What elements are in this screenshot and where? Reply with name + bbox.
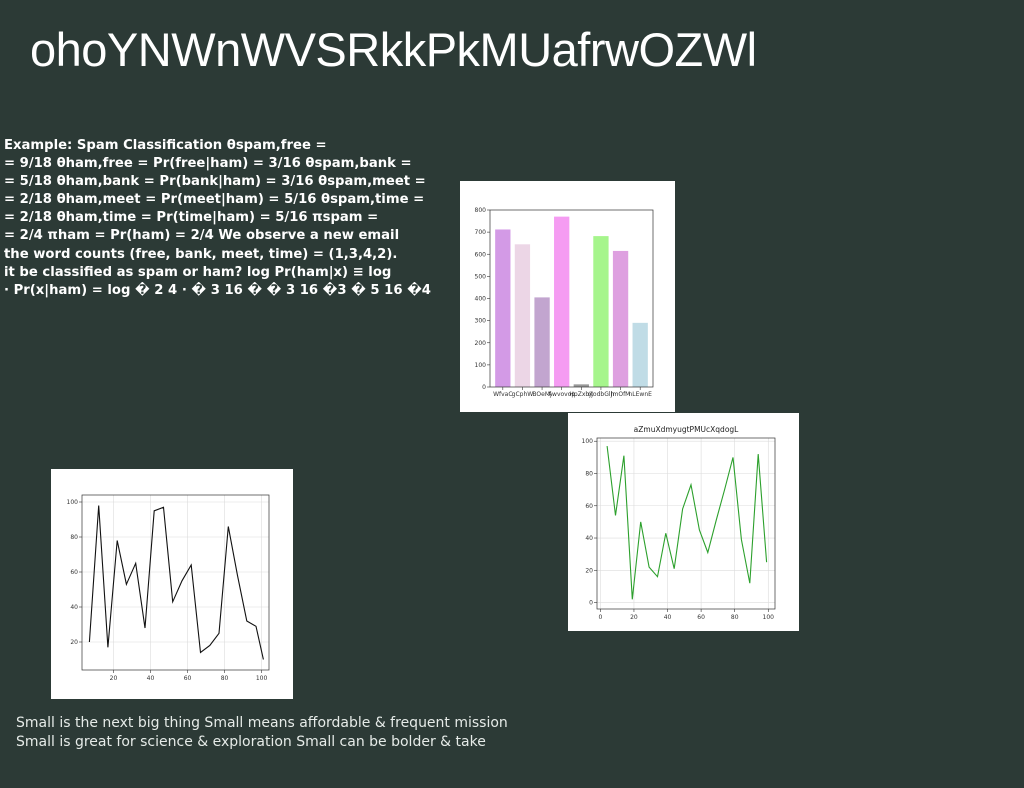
x-tick-label: 40 xyxy=(664,614,672,621)
math-line: · Pr(x|ham) = log � 2 4 · � 3 16 � � 3 1… xyxy=(4,282,431,298)
math-line: = 5/18 θham,bank = Pr(bank|ham) = 3/16 θ… xyxy=(4,174,426,190)
y-tick-label: 20 xyxy=(70,639,78,646)
math-line: = 9/18 θham,free = Pr(free|ham) = 3/16 θ… xyxy=(4,156,412,172)
plot-frame xyxy=(596,437,776,610)
math-line: = 2/18 θham,meet = Pr(meet|ham) = 5/16 θ… xyxy=(4,192,425,208)
black-series-line xyxy=(88,505,264,660)
bar xyxy=(612,250,629,387)
y-tick-label: 200 xyxy=(475,340,487,347)
y-tick-label: 40 xyxy=(585,535,593,542)
y-tick-label: 700 xyxy=(475,229,487,236)
chart-title: aZmuXdmyugtPMUcXqdogL xyxy=(634,425,740,434)
y-tick-label: 500 xyxy=(475,273,487,280)
green-line-chart-panel: 0 20 40 60 80 100 0 20 40 60 80 100 aZmuXdmyugtPMUcX… xyxy=(568,413,799,631)
tagline-line: Small is the next big thing Small means … xyxy=(16,715,508,731)
math-line: it be classified as spam or ham? log Pr(… xyxy=(4,264,392,280)
y-tick-label: 400 xyxy=(475,296,487,303)
x-tick-label: 60 xyxy=(697,614,705,621)
y-tick-label: 0 xyxy=(482,384,486,391)
x-tick-label: 40 xyxy=(147,675,155,682)
bar xyxy=(554,216,570,387)
bar-chart-panel: 0 100 200 300 400 500 600 700 800 WfvaC gCphW BOeMj… xyxy=(460,181,675,412)
x-tick-label: 100 xyxy=(763,614,775,621)
x-tick-label: 100 xyxy=(256,675,268,682)
x-tick-label: 0 xyxy=(598,614,602,621)
math-line: = 2/18 θham,time = Pr(time|ham) = 5/16 π… xyxy=(4,210,379,226)
y-tick-label: 60 xyxy=(70,569,78,576)
bar xyxy=(593,236,609,387)
x-tick-label: ojodbGlh xyxy=(588,391,615,398)
x-tick-label: 20 xyxy=(630,614,638,621)
x-tick-label: 80 xyxy=(731,614,739,621)
bar xyxy=(632,322,648,387)
bar-chart: 0 100 200 300 400 500 600 700 800 WfvaC gCphW BOeMj… xyxy=(475,207,654,398)
y-tick-label: 100 xyxy=(475,362,487,369)
x-tick-label: BOeMj xyxy=(532,391,552,398)
x-tick-label: nLEwnE xyxy=(628,391,652,398)
x-tick-label: 20 xyxy=(110,675,118,682)
y-tick-label: 20 xyxy=(585,567,593,574)
x-tick-label: WfvaC xyxy=(493,391,512,398)
y-tick-label: 80 xyxy=(585,470,593,477)
math-text-block: Example: Spam Classification θspam,free … xyxy=(4,137,454,300)
bar xyxy=(495,229,511,387)
math-line: Example: Spam Classification θspam,free … xyxy=(4,138,327,153)
x-tick-label: 60 xyxy=(184,675,192,682)
y-tick-label: 0 xyxy=(589,600,593,607)
y-tick-label: 60 xyxy=(585,503,593,510)
black-line-chart: 20 40 60 80 100 20 40 60 80 100 xyxy=(67,494,270,682)
y-tick-label: 800 xyxy=(475,207,487,214)
x-tick-label: 80 xyxy=(221,675,229,682)
plot-frame xyxy=(81,494,270,671)
slide-title: ohoYNWnWVSRkkPkMUafrwOZWl xyxy=(30,23,757,76)
x-tick-label: Awvovop xyxy=(548,391,575,398)
x-tick-label: HpZxbjt xyxy=(569,391,593,398)
y-tick-label: 80 xyxy=(70,534,78,541)
black-line-chart-panel: 20 40 60 80 100 20 40 60 80 100 xyxy=(51,469,293,699)
green-series-line xyxy=(606,446,768,600)
bar xyxy=(573,384,589,387)
y-tick-label: 40 xyxy=(70,604,78,611)
y-tick-label: 100 xyxy=(67,499,79,506)
y-tick-label: 600 xyxy=(475,251,487,258)
plot-frame xyxy=(489,209,654,388)
x-tick-label: JmOfM xyxy=(610,391,631,398)
bar xyxy=(534,297,550,387)
math-line: = 2/4 πham = Pr(ham) = 2/4 We observe a … xyxy=(4,228,400,244)
green-line-chart: 0 20 40 60 80 100 0 20 40 60 80 100 aZmuXdmyugtPMUcX… xyxy=(582,425,776,621)
y-tick-label: 300 xyxy=(475,318,487,325)
y-tick-label: 100 xyxy=(582,438,594,445)
tagline-text: Small is the next big thing Small means … xyxy=(16,714,508,751)
tagline-line: Small is great for science & exploration… xyxy=(16,733,486,750)
x-tick-label: gCphW xyxy=(512,391,534,398)
math-line: the word counts (free, bank, meet, time)… xyxy=(4,246,398,262)
bar xyxy=(514,244,531,387)
